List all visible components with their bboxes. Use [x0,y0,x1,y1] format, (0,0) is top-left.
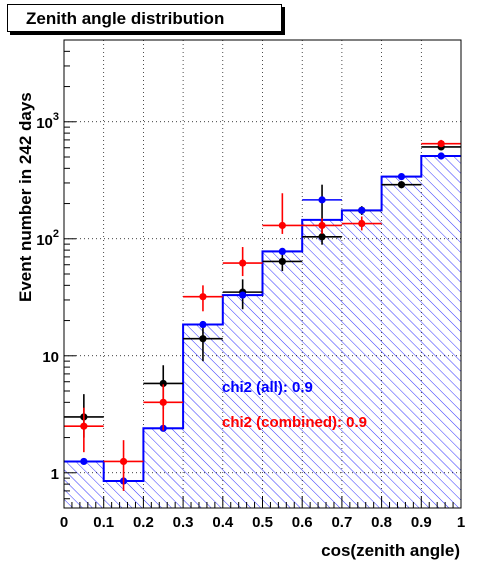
x-tick-label: 0.2 [133,514,154,531]
y-tick-label: 103 [36,111,59,132]
histogram-line [64,154,461,483]
annotation-chi2-all: chi2 (all): 0.9 [222,379,313,396]
data-point [318,221,326,230]
data-point [239,259,247,267]
axes: 0 0.1 0.2 0.3 0.4 0.5 0.6 0.7 0.8 0.9 1 1 10 102 103 [36,39,465,531]
x-tick-label: 0.8 [371,514,392,531]
x-tick-label: 0.5 [252,514,273,531]
y-tick-label: 102 [36,228,59,249]
x-tick-label: 0 [60,514,68,531]
y-tick-label: 1 [51,466,59,483]
histogram-hatched-area [64,155,461,508]
data-points [64,139,461,491]
y-axis-label: Event number in 242 days [16,92,35,302]
x-tick-label: 0.4 [212,514,234,531]
data-point [199,335,207,343]
histogram-outline [64,154,461,483]
data-point [278,247,286,256]
data-point [437,140,445,148]
data-point [278,221,286,230]
chart-title-box: Zenith angle distribution [7,4,282,32]
y-tick-label: 10 [42,349,59,366]
data-point [159,398,167,406]
annotation-chi2-combined: chi2 (combined): 0.9 [222,414,367,431]
x-tick-label: 0.3 [173,514,194,531]
data-point [80,457,88,466]
data-point [80,422,88,430]
x-tick-label: 0.7 [331,514,352,531]
data-point [159,379,167,388]
data-point [199,320,207,329]
data-point [397,172,406,181]
data-point [358,206,366,214]
x-tick-label: 0.1 [93,514,114,531]
x-tick-label: 0.6 [292,514,313,531]
histogram-fill [64,155,461,508]
data-point [318,196,326,204]
data-point [119,457,128,466]
data-point [278,257,286,266]
chart-title: Zenith angle distribution [26,9,225,28]
data-point [199,293,207,301]
data-point [397,181,406,189]
data-point [358,219,366,228]
data-point [239,291,247,299]
x-tick-label: 0.9 [411,514,432,531]
data-point [437,152,445,160]
data-point [318,233,326,241]
x-tick-label: 1 [457,514,465,531]
x-axis-label: cos(zenith angle) [321,541,460,560]
